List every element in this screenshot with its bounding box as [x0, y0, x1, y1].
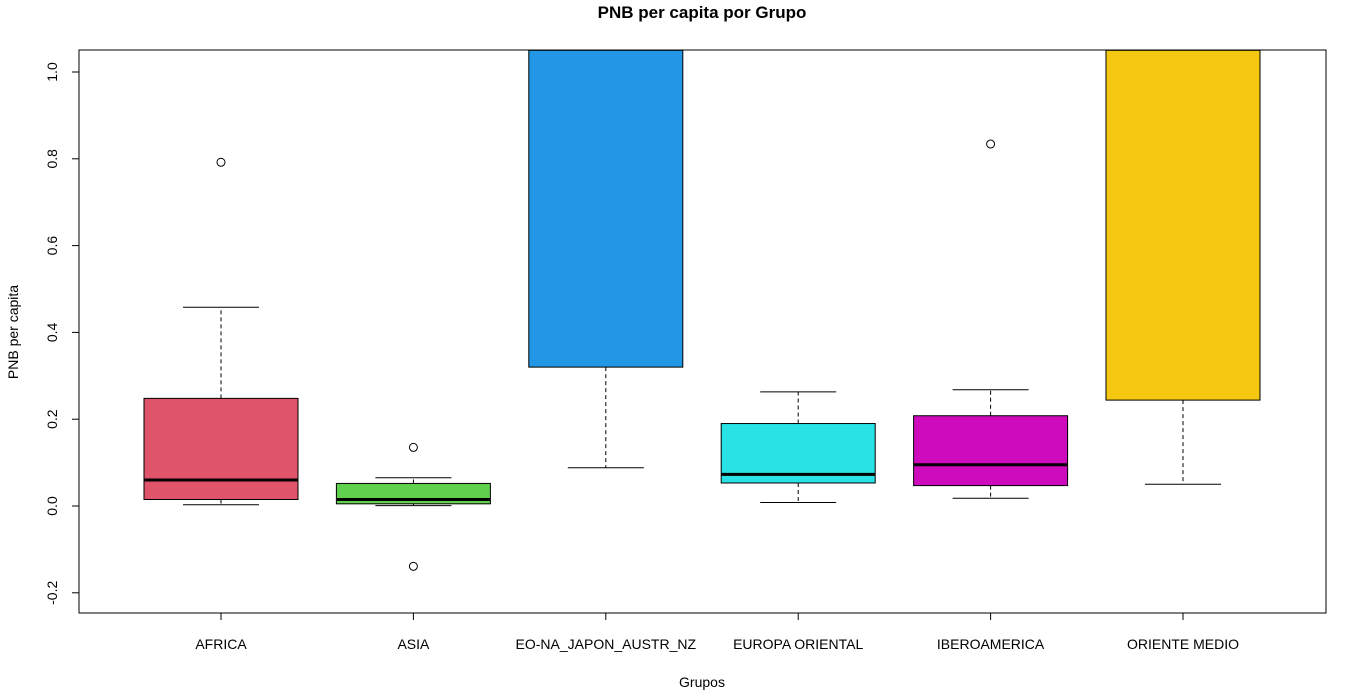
box-africa	[143, 157, 299, 506]
y-axis-title: PNB per capita	[5, 285, 21, 379]
x-tick-label: EO-NA_JAPON_AUSTR_NZ	[516, 636, 697, 652]
x-tick-label: ORIENTE MEDIO	[1127, 636, 1239, 652]
boxes-layer	[143, 50, 1261, 571]
outlier-point	[986, 139, 996, 149]
chart-title: PNB per capita por Grupo	[598, 3, 807, 22]
y-tick-label: 0.0	[44, 496, 60, 516]
y-tick-label: 0.8	[44, 149, 60, 169]
x-axis-title: Grupos	[679, 674, 725, 690]
outlier-point	[408, 442, 418, 452]
x-axis: AFRICA ASIA EO-NA_JAPON_AUSTR_NZ EUROPA ORI…	[195, 613, 1239, 652]
box-body	[528, 50, 684, 368]
x-tick-label: ASIA	[397, 636, 430, 652]
box-europa-oriental	[720, 391, 876, 504]
y-tick-label: -0.2	[44, 581, 60, 605]
x-tick-label: EUROPA ORIENTAL	[733, 636, 863, 652]
box-asia	[335, 442, 491, 571]
box-oriente-medio	[1105, 50, 1261, 485]
x-tick-label: IBEROAMERICA	[937, 636, 1045, 652]
box-iberoamerica	[913, 139, 1069, 499]
box-body	[143, 397, 299, 500]
outlier-point	[408, 561, 418, 571]
y-axis: -0.2 0.0 0.2 0.4 0.6 0.8 1.0	[44, 62, 80, 605]
y-tick-label: 1.0	[44, 62, 60, 82]
x-tick-label: AFRICA	[195, 636, 247, 652]
box-eo-na-japon-austr-nz	[528, 50, 684, 469]
box-body	[913, 415, 1069, 487]
box-body	[1105, 50, 1261, 401]
y-tick-label: 0.2	[44, 409, 60, 429]
outlier-point	[216, 157, 226, 167]
y-tick-label: 0.6	[44, 236, 60, 256]
y-tick-label: 0.4	[44, 322, 60, 342]
